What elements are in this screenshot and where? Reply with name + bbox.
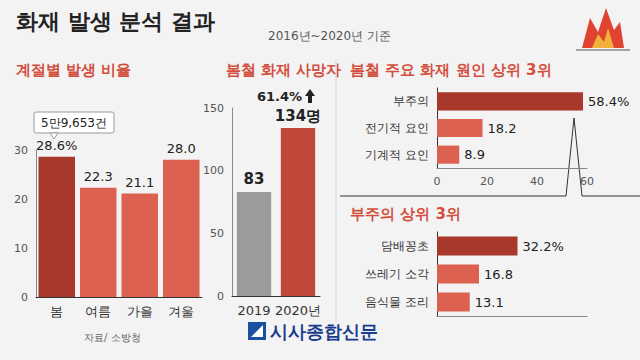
svg-text:0: 0	[434, 175, 441, 188]
svg-text:60: 60	[580, 175, 594, 188]
svg-text:13.1: 13.1	[475, 295, 504, 310]
svg-text:30: 30	[14, 144, 28, 157]
svg-text:16.8: 16.8	[484, 267, 513, 282]
svg-text:58.4%: 58.4%	[588, 94, 629, 109]
svg-text:28.0: 28.0	[167, 141, 196, 156]
svg-text:21.1: 21.1	[125, 175, 154, 190]
svg-text:시사종합신문: 시사종합신문	[270, 321, 378, 342]
svg-text:100: 100	[203, 164, 224, 177]
svg-text:자료/ 소방청: 자료/ 소방청	[84, 332, 141, 343]
svg-text:20: 20	[480, 175, 494, 188]
svg-text:134명: 134명	[275, 107, 321, 125]
svg-text:계절별 발생 비율: 계절별 발생 비율	[16, 61, 131, 79]
svg-text:83: 83	[244, 170, 265, 188]
svg-text:겨울: 겨울	[168, 304, 194, 319]
svg-text:32.2%: 32.2%	[523, 239, 564, 254]
svg-text:음식물 조리: 음식물 조리	[365, 295, 429, 309]
svg-text:봄철 화재 사망자: 봄철 화재 사망자	[226, 61, 341, 79]
svg-text:5만9,653건: 5만9,653건	[41, 116, 107, 130]
svg-text:2016년~2020년 기준: 2016년~2020년 기준	[268, 29, 391, 43]
svg-text:여름: 여름	[85, 304, 111, 319]
svg-text:0: 0	[217, 290, 224, 303]
svg-text:28.6%: 28.6%	[36, 138, 77, 153]
svg-text:기계적 요인: 기계적 요인	[365, 148, 429, 162]
svg-text:8.9: 8.9	[464, 147, 485, 162]
svg-text:2020년: 2020년	[275, 303, 321, 318]
svg-text:봄철 주요 화재 원인 상위 3위: 봄철 주요 화재 원인 상위 3위	[350, 61, 552, 79]
svg-text:가을: 가을	[127, 304, 153, 319]
svg-text:화재 발생 분석 결과: 화재 발생 분석 결과	[16, 9, 215, 34]
svg-text:0: 0	[21, 291, 28, 304]
svg-text:61.4%: 61.4%	[257, 89, 302, 104]
svg-text:40: 40	[530, 175, 544, 188]
svg-text:20: 20	[14, 193, 28, 206]
svg-text:전기적 요인: 전기적 요인	[365, 121, 429, 135]
svg-text:부주의 상위 3위: 부주의 상위 3위	[350, 205, 461, 223]
svg-text:2019: 2019	[237, 303, 270, 318]
svg-text:담배꽁초: 담배꽁초	[381, 239, 429, 253]
svg-text:22.3: 22.3	[84, 169, 113, 184]
svg-text:쓰레기 소각: 쓰레기 소각	[365, 267, 429, 281]
svg-text:10: 10	[14, 242, 28, 255]
svg-text:150: 150	[203, 102, 224, 115]
svg-text:봄: 봄	[50, 304, 63, 319]
svg-text:부주의: 부주의	[393, 94, 429, 108]
svg-text:18.2: 18.2	[488, 121, 517, 136]
svg-text:50: 50	[210, 227, 224, 240]
